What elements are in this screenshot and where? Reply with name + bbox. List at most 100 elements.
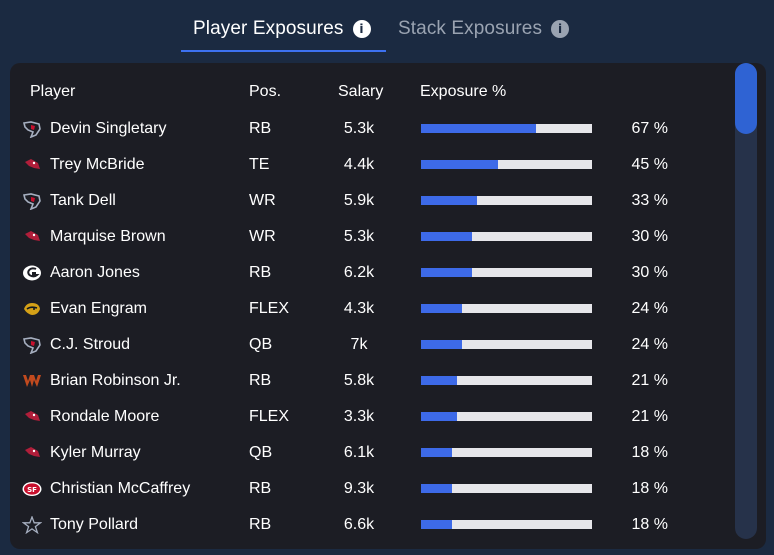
texans-icon bbox=[22, 192, 42, 211]
player-position: QB bbox=[249, 336, 273, 353]
exposure-percent: 45 % bbox=[631, 156, 668, 173]
info-icon[interactable]: i bbox=[352, 20, 371, 38]
exposure-bar bbox=[421, 124, 592, 133]
exposure-percent: 33 % bbox=[631, 192, 668, 209]
commanders-icon bbox=[22, 372, 42, 390]
info-icon[interactable]: i bbox=[551, 20, 570, 38]
player-name[interactable]: Devin Singletary bbox=[50, 120, 167, 137]
scrollbar-thumb[interactable] bbox=[735, 63, 757, 134]
table-row[interactable]: Evan Engram FLEX 4.3k 24 % bbox=[10, 291, 730, 327]
player-salary: 7k bbox=[350, 336, 368, 353]
tab-stack-exposures-label: Stack Exposures bbox=[398, 18, 543, 39]
exposure-bar-fill bbox=[421, 196, 478, 205]
player-salary: 9.3k bbox=[343, 480, 375, 497]
packers-icon bbox=[22, 264, 42, 282]
player-salary: 3.3k bbox=[343, 408, 375, 425]
exposure-bar bbox=[421, 304, 592, 313]
player-position: RB bbox=[249, 480, 272, 497]
exposure-bar bbox=[421, 376, 592, 385]
texans-icon bbox=[22, 120, 42, 139]
table-row[interactable]: Devin Singletary RB 5.3k 67 % bbox=[10, 111, 730, 147]
49ers-icon: SF bbox=[22, 480, 42, 498]
player-position: FLEX bbox=[249, 300, 290, 317]
player-exposure-table: Player Pos. Salary Exposure % Devin Sing… bbox=[10, 63, 766, 549]
exposure-bar-fill bbox=[421, 484, 452, 493]
exposure-bar bbox=[421, 448, 592, 457]
exposure-percent: 21 % bbox=[631, 372, 668, 389]
cardinals-icon bbox=[22, 444, 42, 462]
player-salary: 5.9k bbox=[343, 192, 375, 209]
player-salary: 4.4k bbox=[343, 156, 375, 173]
column-header-pos[interactable]: Pos. bbox=[249, 83, 282, 100]
player-position: RB bbox=[249, 120, 272, 137]
player-position: QB bbox=[249, 444, 273, 461]
tab-stack-exposures[interactable]: Stack Exposures i bbox=[398, 16, 570, 42]
player-position: RB bbox=[249, 516, 272, 533]
player-name[interactable]: Evan Engram bbox=[50, 300, 147, 317]
table-row[interactable]: Rondale Moore FLEX 3.3k 21 % bbox=[10, 399, 730, 435]
player-name[interactable]: Marquise Brown bbox=[50, 228, 166, 245]
table-row[interactable]: Trey McBride TE 4.4k 45 % bbox=[10, 147, 730, 183]
table-row[interactable]: SF Christian McCaffrey RB 9.3k 18 % bbox=[10, 471, 730, 507]
player-position: RB bbox=[249, 372, 272, 389]
column-header-salary[interactable]: Salary bbox=[338, 83, 384, 100]
column-header-player[interactable]: Player bbox=[30, 83, 76, 100]
exposure-tabs: Player Exposures i Stack Exposures i bbox=[0, 0, 774, 56]
player-position: RB bbox=[249, 264, 272, 281]
exposure-bar bbox=[421, 340, 592, 349]
exposure-bar-fill bbox=[421, 520, 452, 529]
player-name[interactable]: C.J. Stroud bbox=[50, 336, 131, 353]
table-row[interactable]: Brian Robinson Jr. RB 5.8k 21 % bbox=[10, 363, 730, 399]
scrollbar[interactable] bbox=[735, 63, 757, 539]
column-header-exposure[interactable]: Exposure % bbox=[420, 83, 507, 100]
exposure-percent: 18 % bbox=[631, 444, 668, 461]
table-row[interactable]: C.J. Stroud QB 7k 24 % bbox=[10, 327, 730, 363]
player-name[interactable]: Tank Dell bbox=[50, 192, 116, 209]
exposure-percent: 18 % bbox=[631, 480, 668, 497]
exposure-bar-fill bbox=[421, 340, 463, 349]
player-salary: 5.3k bbox=[343, 120, 375, 137]
exposure-bar bbox=[421, 520, 592, 529]
exposure-bar bbox=[421, 160, 592, 169]
player-name[interactable]: Tony Pollard bbox=[50, 516, 139, 533]
player-salary: 6.6k bbox=[343, 516, 375, 533]
exposure-bar bbox=[421, 412, 592, 421]
exposure-bar-fill bbox=[421, 376, 457, 385]
texans-icon bbox=[22, 336, 42, 355]
player-salary: 5.8k bbox=[343, 372, 375, 389]
exposure-bar-fill bbox=[421, 124, 536, 133]
tab-player-exposures-label: Player Exposures bbox=[193, 18, 344, 39]
player-salary: 4.3k bbox=[343, 300, 375, 317]
exposure-percent: 30 % bbox=[631, 228, 668, 245]
table-row[interactable]: Aaron Jones RB 6.2k 30 % bbox=[10, 255, 730, 291]
player-position: WR bbox=[249, 228, 276, 245]
player-name[interactable]: Aaron Jones bbox=[50, 264, 140, 281]
exposure-percent: 30 % bbox=[631, 264, 668, 281]
exposure-bar bbox=[421, 484, 592, 493]
exposure-bar-fill bbox=[421, 304, 463, 313]
exposure-bar bbox=[421, 268, 592, 277]
player-name[interactable]: Brian Robinson Jr. bbox=[50, 372, 181, 389]
exposure-percent: 24 % bbox=[631, 300, 668, 317]
exposure-bar-fill bbox=[421, 412, 457, 421]
player-name[interactable]: Trey McBride bbox=[50, 156, 145, 173]
table-row[interactable]: Tony Pollard RB 6.6k 18 % bbox=[10, 507, 730, 543]
player-position: FLEX bbox=[249, 408, 290, 425]
table-row[interactable]: Marquise Brown WR 5.3k 30 % bbox=[10, 219, 730, 255]
player-position: TE bbox=[249, 156, 270, 173]
player-salary: 5.3k bbox=[343, 228, 375, 245]
player-name[interactable]: Christian McCaffrey bbox=[50, 480, 191, 497]
cardinals-icon bbox=[22, 156, 42, 174]
cowboys-icon bbox=[21, 515, 43, 535]
tab-player-exposures[interactable]: Player Exposures i bbox=[193, 16, 371, 42]
exposure-percent: 67 % bbox=[631, 120, 668, 137]
cardinals-icon bbox=[22, 408, 42, 426]
player-name[interactable]: Rondale Moore bbox=[50, 408, 160, 425]
player-name[interactable]: Kyler Murray bbox=[50, 444, 141, 461]
active-tab-indicator bbox=[181, 50, 386, 52]
table-row[interactable]: Kyler Murray QB 6.1k 18 % bbox=[10, 435, 730, 471]
exposure-percent: 24 % bbox=[631, 336, 668, 353]
exposure-bar bbox=[421, 232, 592, 241]
exposure-bar-fill bbox=[421, 160, 498, 169]
table-row[interactable]: Tank Dell WR 5.9k 33 % bbox=[10, 183, 730, 219]
